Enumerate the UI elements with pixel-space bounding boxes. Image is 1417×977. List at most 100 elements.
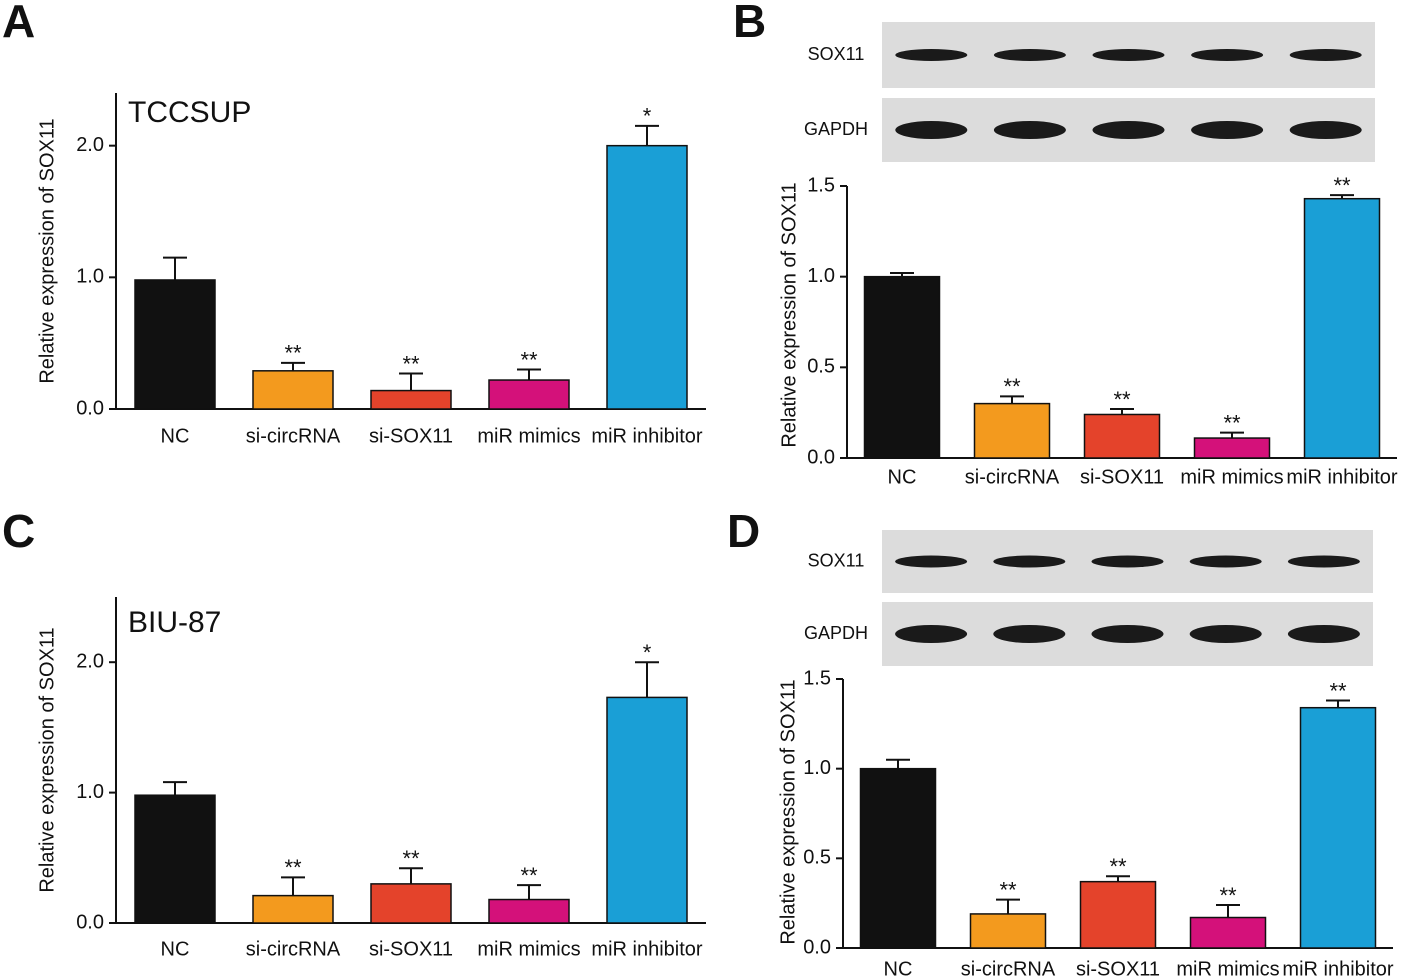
- blot-band: [1287, 625, 1360, 643]
- blot-band: [993, 49, 1066, 61]
- bar: [1083, 413, 1161, 459]
- y-tick-label: 2.0: [76, 134, 104, 156]
- y-tick-label: 0.0: [76, 911, 104, 933]
- blot-band: [1091, 555, 1164, 568]
- x-tick-label: si-SOX11: [369, 938, 453, 960]
- blot-label: GAPDH: [804, 119, 868, 139]
- blot-band: [1091, 625, 1164, 643]
- significance-label: *: [643, 104, 652, 129]
- x-tick-label: miR inhibitor: [591, 425, 702, 447]
- x-tick-label: si-SOX11: [1076, 958, 1160, 977]
- x-tick-label: miR inhibitor: [1286, 466, 1397, 488]
- x-tick-label: miR inhibitor: [1282, 958, 1393, 977]
- x-tick-label: NC: [888, 466, 917, 488]
- y-tick-label: 1.0: [803, 757, 831, 779]
- y-axis-label: Relative expression of SOX11: [778, 182, 800, 447]
- blot-band: [895, 555, 968, 568]
- x-tick-label: si-circRNA: [961, 958, 1056, 977]
- significance-label: **: [1003, 374, 1021, 399]
- panel-letter: D: [727, 505, 760, 557]
- blot-band: [1191, 121, 1264, 139]
- blot-band: [1189, 625, 1262, 643]
- y-tick-label: 1.5: [807, 174, 835, 196]
- y-axis-label: Relative expression of SOX11: [777, 679, 799, 944]
- y-tick-label: 0.0: [76, 397, 104, 419]
- bar: [606, 696, 688, 924]
- x-tick-label: si-circRNA: [246, 425, 341, 447]
- y-axis-label: Relative expression of SOX11: [36, 118, 58, 383]
- bar: [370, 883, 452, 924]
- blot-label: GAPDH: [804, 623, 868, 643]
- y-tick-label: 0.0: [807, 446, 835, 468]
- x-tick-label: miR mimics: [1180, 466, 1283, 488]
- significance-label: **: [1219, 883, 1237, 908]
- bar: [370, 389, 452, 410]
- bar: [859, 767, 937, 949]
- bar: [488, 379, 570, 410]
- y-tick-label: 0.5: [807, 356, 835, 378]
- significance-label: **: [1223, 410, 1241, 435]
- bar: [1193, 437, 1271, 459]
- blot-band: [1191, 49, 1264, 61]
- x-tick-label: miR inhibitor: [591, 938, 702, 960]
- blot-band: [1189, 555, 1262, 568]
- bar: [1303, 197, 1381, 459]
- y-tick-label: 0.5: [803, 847, 831, 869]
- bar: [1079, 880, 1157, 949]
- cell-line-label: TCCSUP: [128, 96, 251, 129]
- blot-band: [1092, 121, 1165, 139]
- x-tick-label: miR mimics: [477, 425, 580, 447]
- blot-band: [993, 555, 1066, 568]
- significance-label: **: [1329, 678, 1347, 703]
- blot-band: [1289, 49, 1362, 61]
- blot-label: SOX11: [808, 44, 865, 64]
- blot-band: [1289, 121, 1362, 139]
- x-tick-label: si-circRNA: [246, 938, 341, 960]
- blot-label: SOX11: [808, 550, 865, 570]
- panel-letter: A: [2, 0, 35, 47]
- bar: [134, 279, 216, 410]
- bar: [606, 144, 688, 410]
- x-tick-label: NC: [884, 958, 913, 977]
- blot-band: [1287, 555, 1360, 568]
- bar: [1189, 916, 1267, 949]
- significance-label: *: [643, 640, 652, 665]
- bar: [252, 894, 334, 924]
- significance-label: **: [402, 351, 420, 376]
- cell-line-label: BIU-87: [128, 606, 221, 639]
- x-tick-label: miR mimics: [1176, 958, 1279, 977]
- x-tick-label: NC: [161, 425, 190, 447]
- blot-band: [895, 121, 968, 139]
- blot-band: [895, 49, 968, 61]
- significance-label: **: [1333, 173, 1351, 198]
- bar: [1299, 706, 1377, 949]
- x-tick-label: si-circRNA: [965, 466, 1060, 488]
- blot-band: [993, 625, 1066, 643]
- y-tick-label: 1.0: [76, 266, 104, 288]
- x-tick-label: si-SOX11: [369, 425, 453, 447]
- y-tick-label: 1.5: [803, 667, 831, 689]
- blot-band: [895, 625, 968, 643]
- blot-band: [993, 121, 1066, 139]
- significance-label: **: [1109, 854, 1127, 879]
- bar: [969, 913, 1047, 949]
- y-tick-label: 0.0: [803, 936, 831, 958]
- y-tick-label: 1.0: [807, 265, 835, 287]
- significance-label: **: [520, 863, 538, 888]
- significance-label: **: [999, 877, 1017, 902]
- panel-letter: C: [2, 505, 35, 557]
- significance-label: **: [402, 846, 420, 871]
- bar: [973, 402, 1051, 459]
- bar: [134, 794, 216, 924]
- bar: [252, 370, 334, 410]
- panel-letter: B: [733, 0, 766, 47]
- y-axis-label: Relative expression of SOX11: [36, 627, 58, 892]
- significance-label: **: [284, 341, 302, 366]
- x-tick-label: miR mimics: [477, 938, 580, 960]
- bar: [488, 898, 570, 924]
- x-tick-label: si-SOX11: [1080, 466, 1164, 488]
- significance-label: **: [520, 347, 538, 372]
- blot-band: [1092, 49, 1165, 61]
